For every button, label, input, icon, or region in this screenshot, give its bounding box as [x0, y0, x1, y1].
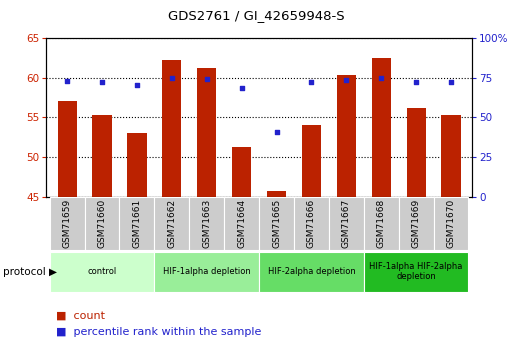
- Text: protocol ▶: protocol ▶: [3, 267, 56, 277]
- Bar: [364, 252, 468, 292]
- Bar: [57, 101, 77, 197]
- Text: HIF-1alpha depletion: HIF-1alpha depletion: [163, 267, 250, 276]
- Text: GDS2761 / GI_42659948-S: GDS2761 / GI_42659948-S: [168, 9, 345, 22]
- Text: GSM71663: GSM71663: [202, 199, 211, 248]
- Bar: [127, 133, 147, 197]
- Point: [133, 82, 141, 88]
- Text: GSM71666: GSM71666: [307, 199, 316, 248]
- Bar: [120, 197, 154, 250]
- Point: [447, 80, 455, 85]
- Bar: [85, 197, 120, 250]
- Text: ■  percentile rank within the sample: ■ percentile rank within the sample: [56, 327, 262, 337]
- Text: GSM71667: GSM71667: [342, 199, 351, 248]
- Text: ■  count: ■ count: [56, 311, 106, 321]
- Point: [63, 78, 71, 83]
- Bar: [259, 197, 294, 250]
- Bar: [399, 197, 433, 250]
- Point: [377, 76, 385, 81]
- Point: [272, 129, 281, 134]
- Bar: [267, 191, 286, 197]
- Bar: [92, 115, 112, 197]
- Text: GSM71668: GSM71668: [377, 199, 386, 248]
- Bar: [433, 197, 468, 250]
- Text: GSM71660: GSM71660: [97, 199, 107, 248]
- Bar: [232, 147, 251, 197]
- Text: GSM71664: GSM71664: [237, 199, 246, 248]
- Text: GSM71659: GSM71659: [63, 199, 72, 248]
- Text: GSM71670: GSM71670: [446, 199, 456, 248]
- Point: [203, 77, 211, 82]
- Bar: [337, 75, 356, 197]
- Bar: [50, 197, 85, 250]
- Text: HIF-2alpha depletion: HIF-2alpha depletion: [268, 267, 356, 276]
- Point: [307, 80, 315, 85]
- Bar: [259, 252, 364, 292]
- Bar: [302, 125, 321, 197]
- Text: HIF-1alpha HIF-2alpha
depletion: HIF-1alpha HIF-2alpha depletion: [369, 262, 463, 282]
- Point: [342, 77, 350, 83]
- Text: GSM71665: GSM71665: [272, 199, 281, 248]
- Bar: [224, 197, 259, 250]
- Bar: [406, 108, 426, 197]
- Point: [98, 80, 106, 85]
- Point: [168, 76, 176, 81]
- Point: [238, 85, 246, 91]
- Bar: [371, 58, 391, 197]
- Bar: [294, 197, 329, 250]
- Bar: [441, 115, 461, 197]
- Text: control: control: [87, 267, 116, 276]
- Bar: [197, 68, 216, 197]
- Text: GSM71662: GSM71662: [167, 199, 176, 248]
- Bar: [329, 197, 364, 250]
- Bar: [154, 197, 189, 250]
- Text: GSM71661: GSM71661: [132, 199, 142, 248]
- Bar: [364, 197, 399, 250]
- Bar: [189, 197, 224, 250]
- Text: GSM71669: GSM71669: [411, 199, 421, 248]
- Bar: [162, 60, 182, 197]
- Point: [412, 79, 420, 84]
- Bar: [154, 252, 259, 292]
- Bar: [50, 252, 154, 292]
